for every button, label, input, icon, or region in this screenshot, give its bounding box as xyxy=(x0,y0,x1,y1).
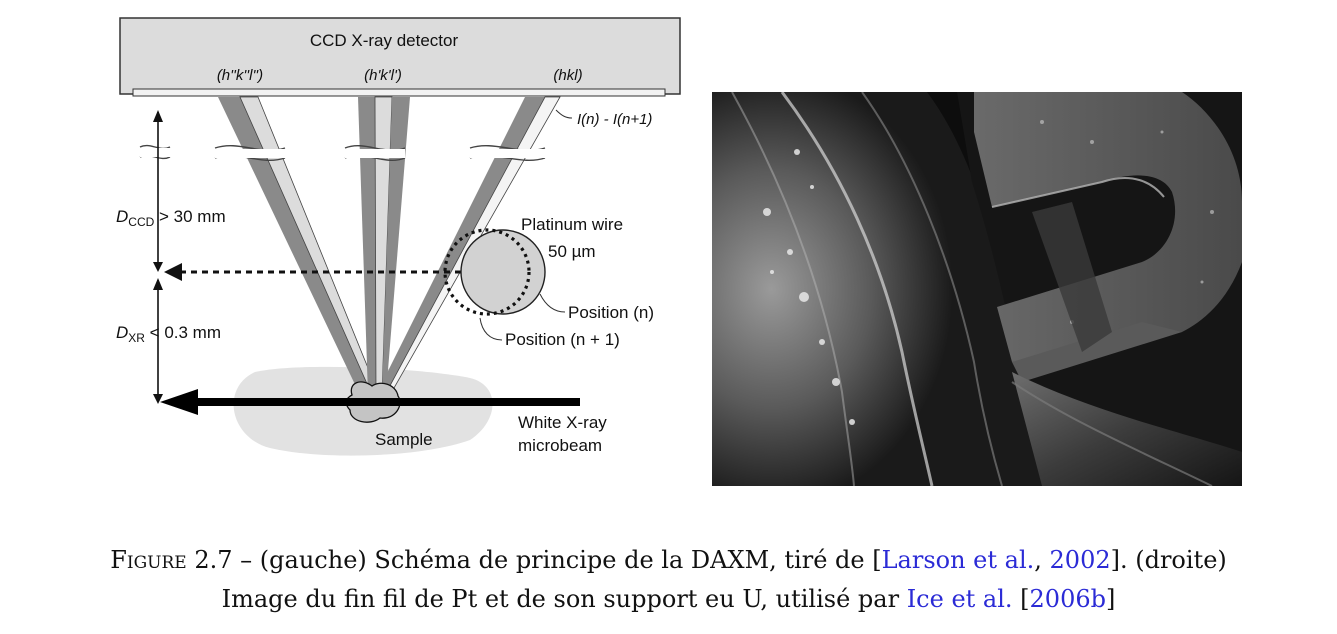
position-n1-label: Position (n + 1) xyxy=(505,330,620,349)
photo-u-support xyxy=(974,92,1242,362)
d-xr-label: DXR < 0.3 mm xyxy=(116,323,221,345)
photo-left-blade xyxy=(712,92,1042,486)
diffracted-beam-left-outer xyxy=(218,97,374,395)
reflection-label-1: (h''k''l'') xyxy=(217,67,263,84)
reflection-label-3: (hkl) xyxy=(553,67,582,84)
intensity-leader xyxy=(555,109,573,119)
figure-number: 2.7 – xyxy=(194,546,253,574)
photo-right-blade xyxy=(1012,372,1242,486)
caption-text-3: Image du fin fil de Pt et de son support… xyxy=(221,585,907,613)
sample-label: Sample xyxy=(375,430,433,449)
caption-text-2: ]. (droite) xyxy=(1110,546,1227,574)
d-ccd-label: DCCD > 30 mm xyxy=(116,207,226,229)
reflection-label-2: (h'k'l') xyxy=(364,67,402,84)
detector-plate xyxy=(132,88,666,97)
citation-ice-year[interactable]: 2006b xyxy=(1029,585,1106,613)
citation-larson-year[interactable]: 2002 xyxy=(1049,546,1111,574)
pt-wire-photograph xyxy=(712,92,1242,486)
platinum-wire-position-n xyxy=(460,229,546,315)
figure-caption-line-2: Image du fin fil de Pt et de son support… xyxy=(0,585,1337,613)
detector-label: CCD X-ray detector xyxy=(310,31,459,50)
diffracted-beam-center-right xyxy=(382,97,410,395)
caption-sep: , xyxy=(1034,546,1050,574)
wire-label-2: 50 µm xyxy=(548,242,596,261)
citation-ice-authors[interactable]: Ice et al. xyxy=(906,585,1013,613)
daxm-schematic-diagram: CCD X-ray detector (h''k''l'') (h'k'l') … xyxy=(116,17,681,456)
citation-larson-authors[interactable]: Larson et al. xyxy=(881,546,1035,574)
caption-text-4: [ xyxy=(1012,585,1030,613)
beam-label-2: microbeam xyxy=(518,436,602,455)
figure-word: Figure xyxy=(110,546,187,574)
diffracted-beam-left-inner xyxy=(239,96,380,396)
diffracted-beam-right-outer xyxy=(376,97,545,395)
photo-speckles xyxy=(763,149,855,425)
diffracted-beam-center-outer xyxy=(358,97,376,395)
wire-label-1: Platinum wire xyxy=(521,215,623,234)
platinum-wire-position-n1 xyxy=(443,228,531,316)
photo-blade-edge xyxy=(780,92,934,486)
intensity-diff-label: I(n) - I(n+1) xyxy=(577,111,652,128)
beam-label-1: White X-ray xyxy=(518,413,607,432)
caption-text-5: ] xyxy=(1105,585,1116,613)
ccd-detector xyxy=(119,17,681,95)
figure-caption-line-1: Figure 2.7 – (gauche) Schéma de principe… xyxy=(0,546,1337,574)
caption-text-1: (gauche) Schéma de principe de la DAXM, … xyxy=(259,546,882,574)
position-n-label: Position (n) xyxy=(568,303,654,322)
